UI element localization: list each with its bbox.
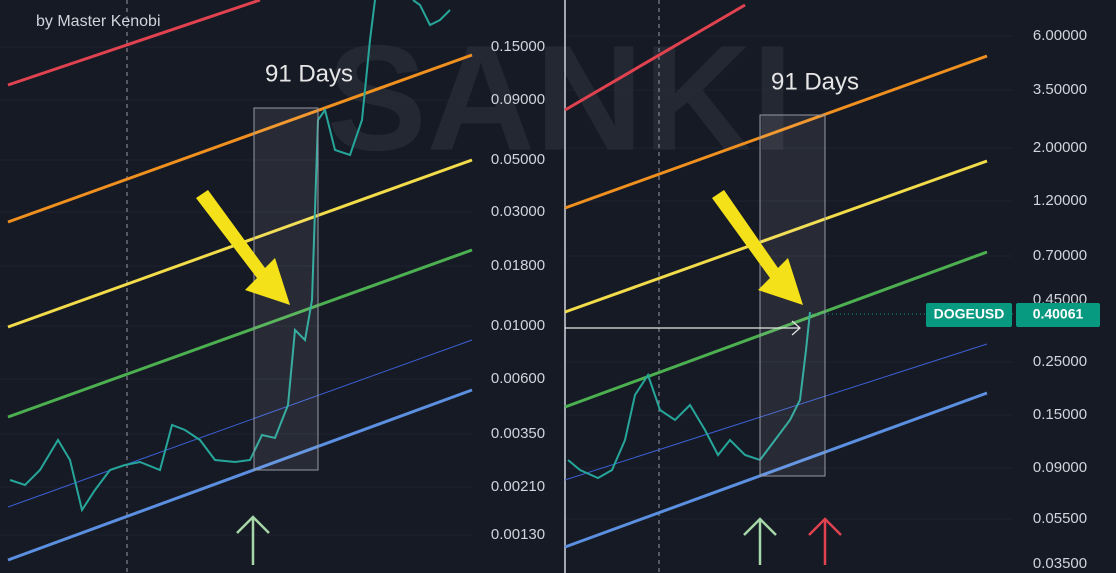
price-label: 0.70000	[1033, 247, 1087, 264]
price-tag	[1016, 303, 1100, 327]
price-label: 0.03000	[491, 203, 545, 220]
price-label: 0.25000	[1033, 353, 1087, 370]
price-label: 0.09000	[491, 91, 545, 108]
price-label: 0.05000	[491, 151, 545, 168]
author: by Master Kenobi	[36, 13, 161, 30]
price-label: 0.01000	[491, 317, 545, 334]
price-label: 0.00350	[491, 425, 545, 442]
watermark: SANKI	[327, 14, 794, 182]
price-label: 1.20000	[1033, 192, 1087, 209]
price-path	[9, 0, 376, 513]
price-path	[412, 0, 451, 27]
price-label: 0.03500	[1033, 555, 1087, 572]
grid	[0, 35, 1012, 536]
highlight-arrow	[196, 190, 803, 305]
price-label: 0.00600	[491, 370, 545, 387]
price-label: 3.50000	[1033, 81, 1087, 98]
annotation: 91 Days	[265, 60, 353, 87]
price-label: 0.09000	[1033, 459, 1087, 476]
symbol: DOGEUSD	[934, 306, 1005, 322]
price-label: 0.05500	[1033, 510, 1087, 527]
price-label: 2.00000	[1033, 139, 1087, 156]
price-label: 0.00130	[491, 526, 545, 543]
measure-arrow	[565, 320, 801, 336]
price-label: 0.15000	[1033, 406, 1087, 423]
annotation: 91 Days	[771, 68, 859, 95]
price-label: 6.00000	[1033, 27, 1087, 44]
last-price: 0.40061	[1033, 306, 1084, 322]
up-arrow	[236, 515, 842, 565]
symbol-tag	[926, 303, 1012, 327]
price-label: 0.00210	[491, 478, 545, 495]
channel-lines	[7, 0, 988, 562]
price-label: 0.01800	[491, 257, 545, 274]
price-label: 0.15000	[491, 38, 545, 55]
price-path	[567, 311, 811, 480]
